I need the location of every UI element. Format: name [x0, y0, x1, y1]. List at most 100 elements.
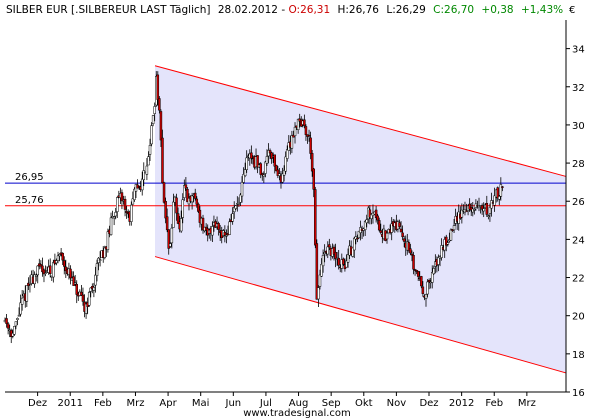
candle-body [11, 333, 15, 337]
candle-body [156, 74, 160, 100]
candle-body [228, 221, 231, 235]
candle-body [64, 266, 68, 272]
candle [240, 176, 244, 203]
candle [345, 254, 348, 268]
candle [445, 234, 448, 252]
date-label: 28.02.2012 [218, 4, 278, 16]
x-tick-label: Okt [355, 398, 373, 409]
candle [356, 234, 359, 243]
candle-body [95, 263, 99, 276]
candle-body [250, 152, 253, 159]
candle-body [176, 213, 180, 224]
candle-body [365, 219, 368, 224]
candle [440, 238, 443, 261]
candle-body [103, 247, 107, 258]
candle-body [116, 197, 119, 212]
x-tick-label: Nov [387, 398, 407, 409]
candle-body [34, 274, 38, 277]
candle [73, 275, 77, 287]
candle-body [19, 302, 22, 315]
candle [80, 285, 83, 296]
candle [52, 259, 55, 283]
x-tick-label: Feb [94, 398, 112, 409]
candle [84, 301, 88, 319]
candle [430, 265, 434, 289]
candle-body [245, 157, 248, 170]
candle [106, 228, 110, 253]
candle [261, 172, 264, 181]
candle [290, 130, 294, 154]
candle-body [460, 209, 464, 218]
candle [310, 149, 314, 177]
candle [250, 145, 253, 164]
candle-body [276, 169, 280, 176]
candle [133, 187, 136, 202]
candle-body [376, 215, 379, 221]
candle-body [264, 161, 267, 174]
candle [262, 171, 266, 183]
candle-body [353, 237, 356, 251]
candle-body [452, 225, 456, 231]
candle-body [98, 259, 102, 261]
candle [225, 229, 228, 244]
candle-body [449, 229, 453, 241]
candle-body [427, 279, 431, 283]
candle-body [52, 262, 55, 278]
candle-body [198, 209, 202, 223]
candle [346, 248, 350, 268]
candle [142, 162, 146, 187]
candle [41, 257, 44, 277]
candle-body [242, 174, 245, 183]
candle-body [390, 223, 393, 233]
candle [179, 210, 183, 233]
candle [307, 129, 311, 142]
candle-body [153, 106, 156, 114]
candle [61, 252, 64, 266]
candle-body [73, 282, 77, 285]
x-tick-label: Apr [159, 398, 177, 409]
candle-body [487, 215, 490, 217]
candle [292, 130, 295, 138]
candle-body [13, 326, 16, 335]
candle-body [292, 134, 295, 138]
candle [259, 162, 262, 179]
candle-body [303, 119, 306, 126]
candle-body [421, 286, 425, 294]
candle [276, 166, 280, 179]
candle-body [296, 118, 300, 130]
candle-body [499, 184, 503, 197]
candle [186, 187, 189, 203]
candle-body [158, 98, 161, 111]
candle-body [75, 284, 78, 295]
chart-header: SILBER EUR [.SILBEREUR LAST Täglich] 28.… [6, 4, 563, 16]
candle [304, 124, 308, 141]
candle-body [337, 257, 340, 266]
candle-body [16, 318, 19, 320]
candle-body [334, 251, 337, 259]
candle [33, 271, 36, 288]
candle-body [480, 205, 484, 210]
candle-body [416, 271, 420, 277]
candle [284, 151, 287, 175]
y-tick-label: 30 [572, 121, 585, 132]
candle [309, 131, 312, 160]
candle [151, 114, 155, 127]
candle-body [402, 238, 406, 242]
candle [19, 294, 22, 317]
candle-body [407, 242, 411, 251]
candle [270, 151, 273, 164]
candle-body [468, 203, 471, 210]
candle [42, 268, 46, 283]
candle-body [183, 185, 186, 198]
candle [120, 189, 124, 210]
candle-body [112, 216, 116, 219]
candle [303, 114, 306, 129]
candle [318, 269, 322, 290]
candle-body [197, 203, 200, 212]
candle [415, 269, 418, 275]
candle [480, 203, 484, 215]
candle-body [385, 232, 389, 240]
candle [148, 138, 152, 162]
candle [410, 250, 414, 262]
